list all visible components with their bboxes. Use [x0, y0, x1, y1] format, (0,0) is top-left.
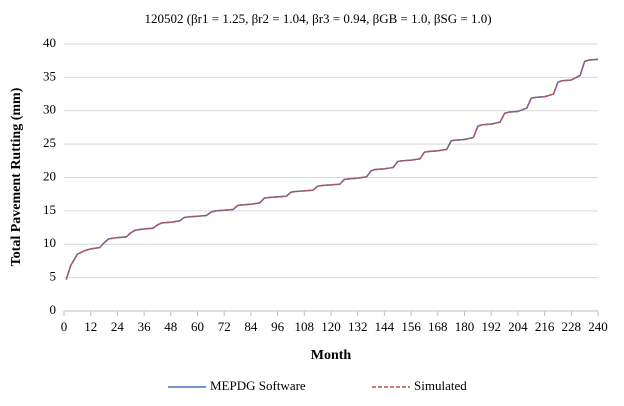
x-tick-label: 108: [295, 319, 315, 334]
x-tick-label: 24: [111, 319, 125, 334]
x-tick-label: 156: [401, 319, 421, 334]
x-tick-label: 84: [244, 319, 258, 334]
y-tick-label: 5: [50, 269, 57, 284]
x-tick-label: 168: [428, 319, 448, 334]
x-tick-label: 12: [84, 319, 97, 334]
series-line: [65, 58, 599, 280]
x-tick-label: 180: [455, 319, 475, 334]
x-axis-label: Month: [311, 348, 352, 363]
legend-label: Simulated: [414, 378, 467, 393]
x-tick-label: 96: [271, 319, 285, 334]
y-tick-label: 10: [43, 235, 56, 250]
x-tick-label: 216: [535, 319, 555, 334]
x-tick-label: 60: [191, 319, 204, 334]
y-tick-label: 15: [43, 202, 56, 217]
x-tick-label: 204: [508, 319, 528, 334]
x-tick-label: 192: [481, 319, 501, 334]
x-tick-label: 0: [61, 319, 68, 334]
y-tick-label: 25: [43, 135, 56, 150]
series-line: [65, 58, 599, 280]
y-tick-label: 30: [43, 102, 56, 117]
x-tick-label: 48: [164, 319, 177, 334]
x-tick-label: 132: [348, 319, 368, 334]
legend-label: MEPDG Software: [210, 378, 306, 393]
y-tick-label: 0: [50, 302, 57, 317]
chart-title: 120502 (βr1 = 1.25, βr2 = 1.04, βr3 = 0.…: [144, 11, 491, 26]
x-tick-label: 228: [562, 319, 582, 334]
y-axis-label: Total Pavement Rutting (mm): [9, 87, 24, 266]
x-tick-label: 240: [588, 319, 608, 334]
y-tick-label: 20: [43, 168, 56, 183]
x-tick-label: 144: [375, 319, 395, 334]
y-tick-label: 35: [43, 68, 56, 83]
x-tick-label: 120: [321, 319, 341, 334]
y-tick-label: 40: [43, 35, 56, 50]
x-tick-label: 36: [138, 319, 152, 334]
x-tick-label: 72: [218, 319, 231, 334]
